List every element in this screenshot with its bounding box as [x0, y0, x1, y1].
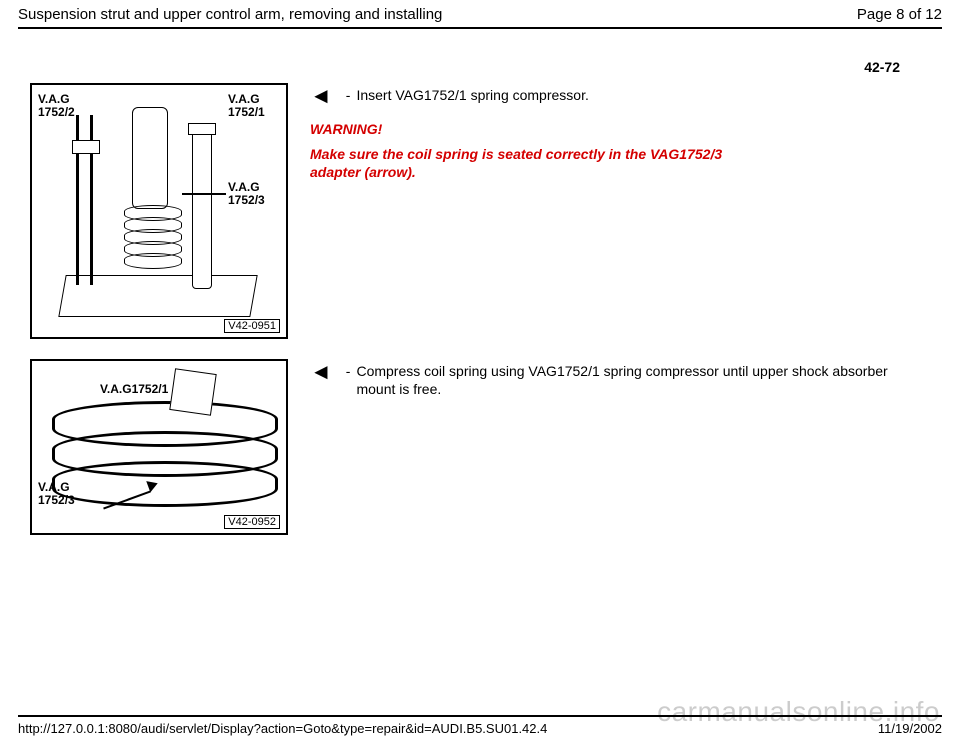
figure-2-label-1: V.A.G1752/1 — [100, 383, 168, 396]
footer-url: http://127.0.0.1:8080/audi/servlet/Displ… — [18, 721, 547, 736]
step-2-bullets: - Compress coil spring using VAG1752/1 s… — [346, 363, 930, 402]
figure-1-box: V.A.G1752/2 V.A.G1752/1 V.A.G1752/3 — [30, 83, 288, 339]
figure-2-box: V.A.G1752/1 V.A.G1752/3 V42-0952 — [30, 359, 288, 535]
figure-1-label-1: V.A.G1752/2 — [38, 93, 75, 118]
figure-1-base — [58, 275, 257, 317]
step-2-body: ◄ - Compress coil spring using VAG1752/1… — [310, 359, 930, 535]
step-2: V.A.G1752/1 V.A.G1752/3 V42-0952 ◄ - — [30, 359, 930, 535]
figure-2: V.A.G1752/1 V.A.G1752/3 V42-0952 — [30, 359, 288, 535]
list-item: - Compress coil spring using VAG1752/1 s… — [346, 363, 930, 398]
figure-2-ref: V42-0952 — [224, 515, 280, 529]
footer-rule — [18, 715, 942, 717]
header-page: Page 8 of 12 — [857, 6, 942, 23]
figure-1-compressor-tube — [192, 127, 212, 289]
figure-1: V.A.G1752/2 V.A.G1752/1 V.A.G1752/3 — [30, 83, 288, 339]
bullet-dash: - — [346, 87, 351, 105]
figure-1-clamp — [72, 140, 100, 154]
warning-body: Make sure the coil spring is seated corr… — [310, 145, 770, 183]
figure-1-compressor-cap — [188, 123, 216, 135]
figure-2-jaw — [169, 368, 216, 415]
pointer-icon: ◄ — [310, 85, 332, 107]
figure-1-coil — [124, 253, 182, 269]
step-1: V.A.G1752/2 V.A.G1752/1 V.A.G1752/3 — [30, 83, 930, 339]
list-item: - Insert VAG1752/1 spring compressor. — [346, 87, 589, 105]
page-footer: http://127.0.0.1:8080/audi/servlet/Displ… — [0, 711, 960, 742]
section-reference: 42-72 — [0, 29, 960, 83]
pointer-icon: ◄ — [310, 361, 332, 383]
bullet-dash: - — [346, 363, 351, 398]
figure-2-coil — [52, 461, 278, 507]
figure-1-strut — [132, 107, 168, 209]
warning-heading: WARNING! — [310, 121, 930, 137]
bullet-text: Compress coil spring using VAG1752/1 spr… — [356, 363, 930, 398]
step-1-body: ◄ - Insert VAG1752/1 spring compressor. … — [310, 83, 930, 339]
figure-1-label-3: V.A.G1752/3 — [228, 181, 265, 206]
figure-1-leader — [182, 193, 226, 195]
figure-1-label-2: V.A.G1752/1 — [228, 93, 265, 118]
bullet-text: Insert VAG1752/1 spring compressor. — [356, 87, 588, 105]
footer-row: http://127.0.0.1:8080/audi/servlet/Displ… — [18, 721, 942, 736]
content-area: V.A.G1752/2 V.A.G1752/1 V.A.G1752/3 — [0, 83, 960, 535]
figure-1-ref: V42-0951 — [224, 319, 280, 333]
step-1-bullets: - Insert VAG1752/1 spring compressor. — [346, 87, 589, 109]
page-header: Suspension strut and upper control arm, … — [0, 0, 960, 27]
header-title: Suspension strut and upper control arm, … — [18, 6, 442, 23]
step-2-pointer-row: ◄ - Compress coil spring using VAG1752/1… — [310, 363, 930, 402]
footer-date: 11/19/2002 — [878, 721, 942, 736]
step-1-pointer-row: ◄ - Insert VAG1752/1 spring compressor. — [310, 87, 930, 109]
